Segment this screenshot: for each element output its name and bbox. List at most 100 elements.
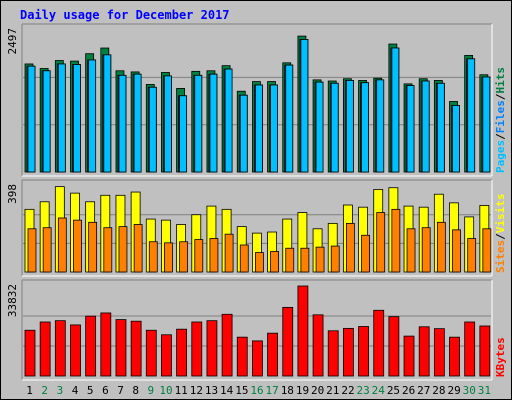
bar-kbytes-day-29: [449, 336, 460, 377]
panel-kbytes: 33832 KBytes: [6, 279, 507, 381]
bar-kbytes-day-28: [433, 328, 445, 377]
bar-sites-day-9: [148, 241, 158, 273]
bar-kbytes-day-26: [403, 335, 415, 377]
legend-sites: Sites: [494, 240, 507, 273]
legend-separator: /: [494, 93, 507, 100]
panel-legend-label: Pages/Files/Hits: [494, 67, 507, 173]
bar-sites-day-1: [27, 228, 37, 273]
bar-kbytes-day-19: [297, 285, 309, 377]
day-label-17: 17: [266, 384, 279, 397]
bar-pages-day-4: [73, 64, 81, 173]
bar-sites-day-14: [224, 233, 234, 273]
bar-sites-day-20: [315, 246, 325, 273]
day-label-20: 20: [311, 384, 324, 397]
bar-kbytes-day-15: [236, 336, 248, 377]
bar-kbytes-day-20: [312, 314, 324, 377]
bar-kbytes-day-22: [342, 327, 354, 377]
bar-sites-day-24: [376, 212, 386, 273]
bar-sites-day-22: [345, 222, 355, 273]
bar-pages-day-24: [376, 79, 385, 173]
bar-pages-day-27: [421, 80, 430, 173]
bar-sites-day-17: [270, 251, 279, 273]
day-label-28: 28: [432, 384, 445, 397]
y-max-label: 2497: [6, 28, 19, 55]
bar-sites-day-2: [42, 227, 52, 273]
day-label-19: 19: [296, 384, 309, 397]
bar-kbytes-day-17: [267, 332, 278, 377]
bar-pages-day-30: [467, 58, 476, 173]
day-label-14: 14: [220, 384, 234, 397]
bar-pages-day-15: [239, 94, 248, 173]
bar-pages-day-6: [103, 54, 112, 173]
legend-pages: Pages: [494, 140, 507, 173]
day-label-8: 8: [132, 384, 139, 397]
panel-visitors: 398 Sites/Visits: [6, 179, 507, 277]
bar-kbytes-day-27: [418, 326, 430, 377]
day-label-24: 24: [372, 384, 386, 397]
bar-kbytes-day-21: [327, 330, 339, 377]
bar-sites-day-15: [239, 244, 249, 273]
bar-pages-day-12: [194, 74, 203, 173]
bar-pages-day-9: [148, 86, 157, 173]
day-label-21: 21: [326, 384, 339, 397]
bar-kbytes-day-3: [54, 320, 66, 377]
day-label-31: 31: [478, 384, 491, 397]
bar-pages-day-29: [452, 105, 460, 173]
bar-sites-day-4: [73, 219, 82, 273]
day-label-2: 2: [41, 384, 48, 397]
bar-pages-day-25: [391, 47, 400, 173]
bar-pages-day-18: [285, 64, 294, 173]
bar-kbytes-day-31: [479, 325, 491, 377]
day-label-30: 30: [463, 384, 476, 397]
day-label-27: 27: [417, 384, 430, 397]
day-labels: 1 2 3 4 5 6 7 8 9 10 11 12 13 14 15 16 17 18 19 20 21 22 23 24 2…: [26, 384, 491, 397]
bar-sites-day-30: [467, 238, 477, 273]
day-label-7: 7: [117, 384, 124, 397]
bar-kbytes-day-2: [39, 321, 51, 377]
bar-kbytes-day-10: [161, 334, 172, 377]
day-label-26: 26: [402, 384, 415, 397]
day-label-3: 3: [57, 384, 64, 397]
y-max-label: 33832: [6, 284, 19, 317]
day-label-10: 10: [159, 384, 172, 397]
bar-kbytes-day-4: [70, 324, 81, 377]
day-label-16: 16: [250, 384, 263, 397]
bar-pages-day-8: [133, 73, 142, 173]
bar-kbytes-day-18: [282, 306, 294, 377]
panel-legend-label: Sites/Visits: [494, 194, 507, 274]
bar-sites-day-16: [255, 252, 264, 273]
legend-visits: Visits: [494, 194, 507, 234]
bar-pages-day-3: [57, 63, 66, 173]
bar-sites-day-13: [209, 238, 219, 273]
day-label-5: 5: [87, 384, 94, 397]
bar-pages-day-17: [270, 84, 278, 173]
bar-pages-day-7: [118, 74, 127, 173]
bar-kbytes-day-8: [130, 320, 142, 377]
bar-sites-day-18: [285, 247, 295, 273]
chart-title: Daily usage for December 2017: [20, 8, 230, 22]
bar-pages-day-20: [315, 81, 324, 173]
bar-kbytes-day-25: [388, 316, 400, 377]
bar-pages-day-22: [345, 80, 354, 173]
day-label-11: 11: [175, 384, 188, 397]
bar-kbytes-day-30: [464, 321, 476, 377]
bar-kbytes-day-9: [145, 329, 157, 377]
bar-sites-day-11: [179, 241, 189, 273]
bar-sites-day-28: [436, 221, 446, 273]
day-label-23: 23: [357, 384, 370, 397]
panel-legend-label: KBytes: [494, 337, 507, 377]
bar-kbytes-day-13: [206, 320, 218, 377]
legend-hits: Hits: [494, 67, 507, 94]
bar-pages-day-16: [255, 84, 263, 173]
bar-sites-day-26: [406, 228, 416, 273]
day-label-13: 13: [205, 384, 218, 397]
bar-pages-day-19: [300, 39, 309, 173]
day-label-6: 6: [102, 384, 109, 397]
legend-separator: /: [494, 233, 507, 240]
bar-pages-day-5: [88, 59, 97, 173]
bar-kbytes-day-11: [176, 328, 188, 377]
day-label-12: 12: [190, 384, 203, 397]
bar-sites-day-23: [361, 234, 370, 273]
bar-kbytes-day-6: [100, 312, 112, 377]
